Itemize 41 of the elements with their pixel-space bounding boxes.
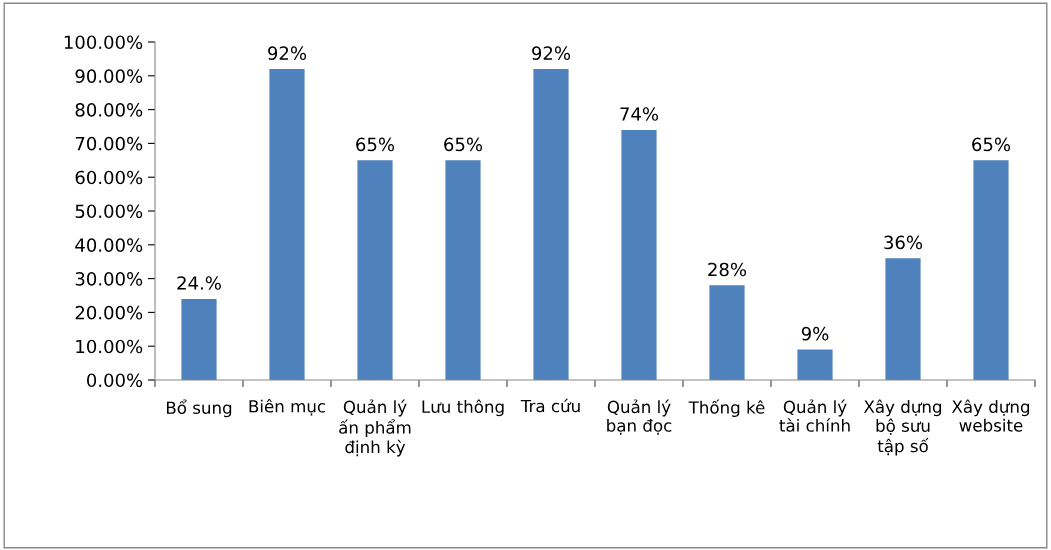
data-label: 9% [801,326,829,341]
y-tick-label: 70.00% [75,136,143,151]
data-label: 28% [708,262,747,277]
y-tick-label: 60.00% [75,170,143,185]
bar [533,69,569,380]
bar [181,298,217,380]
data-label: 92% [268,46,307,60]
x-tick-label: Tra cứu [520,398,580,413]
data-label: 65% [972,137,1011,152]
x-tick-label: Lưu thông [422,399,504,417]
x-tick-label: Thống kê [688,399,765,417]
data-label: 24.% [177,276,221,290]
y-tick-label: 100.00% [64,35,143,50]
bar [885,258,921,380]
bar [621,129,657,380]
y-tick-label: 10.00% [76,339,143,354]
y-tick-label: 50.00% [75,204,143,219]
data-label: 74% [620,107,659,121]
x-tick-label: Xây dựng bộ sưu tập số [863,399,942,456]
x-tick-label: Bổ sung [166,399,232,418]
bar [709,285,745,380]
data-label: 65% [444,137,483,152]
bar [357,160,393,380]
y-tick-label: 90.00% [75,69,143,83]
x-tick-label: Xây dựng website [951,399,1030,432]
x-tick-label: Biên mục [249,399,326,416]
y-tick-label: 30.00% [75,272,143,286]
data-label: 92% [532,46,571,60]
y-tick-label: 20.00% [75,305,143,320]
x-tick-label: Quản lý ấn phẩm định kỳ [339,399,411,457]
x-tick-label: Quản lý tài chính [779,399,850,432]
data-label: 65% [356,137,395,152]
bar [973,160,1009,380]
y-tick-label: 80.00% [75,103,143,117]
x-tick-label: Quản lý bạn đọc [607,399,672,435]
bar [445,160,481,380]
bar [797,349,833,380]
y-tick-label: 0.00% [87,373,143,388]
data-label: 36% [884,235,923,250]
bar [269,69,305,380]
y-tick-label: 40.00% [75,238,143,252]
